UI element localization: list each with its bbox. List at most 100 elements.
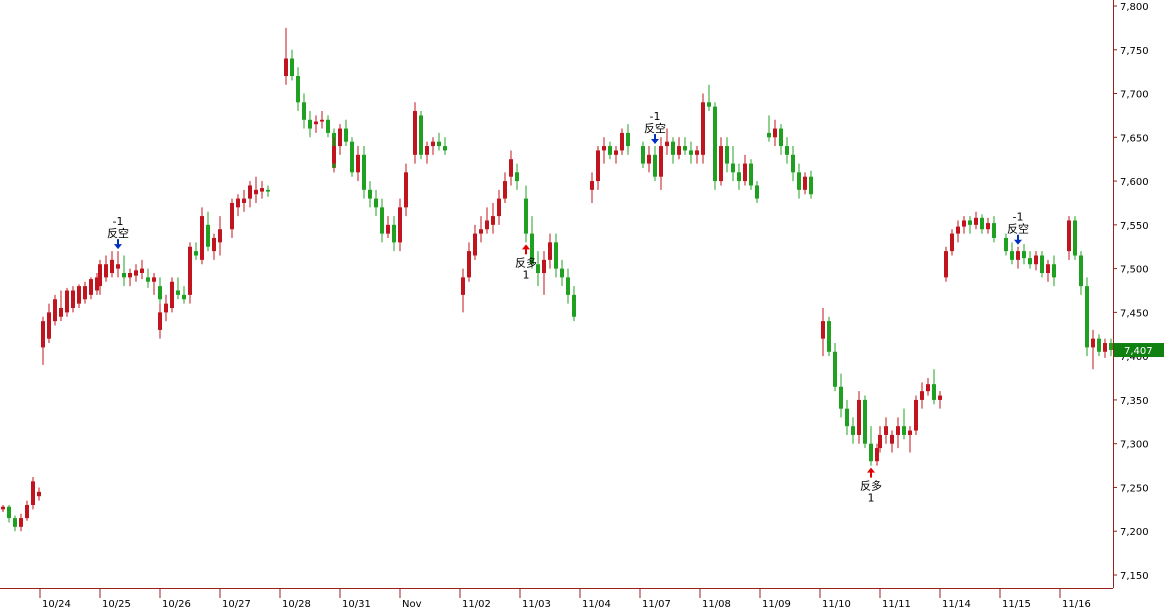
candle xyxy=(743,154,747,186)
candle xyxy=(920,382,924,409)
candle xyxy=(431,137,435,155)
candle-body xyxy=(152,277,156,282)
candle-body xyxy=(659,146,663,177)
candle-body xyxy=(314,121,318,125)
candle-body xyxy=(974,217,978,225)
candle-body xyxy=(386,224,390,234)
x-tick-label: 11/03 xyxy=(522,599,551,610)
candle-body xyxy=(590,181,594,190)
candle-body xyxy=(242,198,246,203)
candle xyxy=(968,216,972,234)
candle-body xyxy=(296,76,300,103)
candle xyxy=(1040,251,1044,278)
last-price-label: 7,407 xyxy=(1124,346,1153,357)
candle-body xyxy=(560,268,564,278)
candle-body xyxy=(1109,343,1113,351)
y-tick-label: 7,800 xyxy=(1120,2,1149,13)
candle-body xyxy=(19,518,23,527)
candle-body xyxy=(212,237,216,252)
candle-body xyxy=(443,146,447,151)
candle xyxy=(737,163,741,190)
candle xyxy=(242,189,246,212)
candle-body xyxy=(431,141,435,147)
candle xyxy=(653,146,657,182)
candle-body xyxy=(515,172,519,182)
candle-body xyxy=(785,146,789,155)
candle xyxy=(665,128,669,155)
candle xyxy=(1052,255,1056,287)
candle xyxy=(473,224,477,260)
candle-body xyxy=(863,399,867,444)
candle xyxy=(1067,216,1071,260)
y-tick-label: 7,300 xyxy=(1120,440,1149,451)
candle-body xyxy=(1067,220,1071,252)
candle xyxy=(884,417,888,444)
candle-body xyxy=(743,163,747,182)
candle-body xyxy=(554,242,558,269)
candle-body xyxy=(419,115,423,155)
candle xyxy=(785,137,789,164)
candle xyxy=(956,220,960,243)
candle xyxy=(83,281,87,304)
candle-body xyxy=(626,132,630,147)
candle xyxy=(620,128,624,155)
candle-body xyxy=(944,251,948,278)
x-tick-label: 11/08 xyxy=(702,599,731,610)
candle-body xyxy=(701,102,705,155)
candle-body xyxy=(878,434,882,449)
candle-body xyxy=(89,279,93,295)
signal-label: 反空 xyxy=(1007,222,1029,236)
candle xyxy=(1,504,5,512)
long-arrow-head xyxy=(522,244,530,250)
candle xyxy=(845,399,849,435)
candle xyxy=(170,277,174,313)
long-signal: 反多1 xyxy=(515,244,537,281)
candle-body xyxy=(1016,251,1020,260)
candle xyxy=(368,181,372,208)
candle xyxy=(590,172,594,203)
candle xyxy=(182,286,186,304)
x-tick-label: 11/07 xyxy=(642,599,671,610)
candle-body xyxy=(25,504,29,519)
candle xyxy=(1103,338,1107,358)
candle-body xyxy=(182,294,186,300)
candle-body xyxy=(71,290,75,309)
candle-body xyxy=(1,506,5,510)
short-signal: 反空-1 xyxy=(1007,211,1029,245)
candle xyxy=(908,426,912,453)
candle xyxy=(566,268,570,304)
candle-body xyxy=(620,132,624,151)
candle xyxy=(116,251,120,278)
candle-body xyxy=(1040,255,1044,273)
candle-body xyxy=(206,224,210,247)
candle-body xyxy=(176,290,180,295)
candle-body xyxy=(1073,220,1077,256)
candle xyxy=(326,115,330,138)
candle-body xyxy=(602,146,606,151)
candle-body xyxy=(641,146,645,164)
candle-body xyxy=(122,272,126,278)
candle xyxy=(479,216,483,243)
candle-body xyxy=(260,188,264,192)
candle xyxy=(230,198,234,238)
candle xyxy=(122,255,126,287)
candle-body xyxy=(308,119,312,129)
candle-body xyxy=(77,286,81,304)
candle xyxy=(41,316,45,365)
candle-body xyxy=(731,163,735,173)
candle xyxy=(110,251,114,278)
candle xyxy=(65,287,69,317)
candle-body xyxy=(572,294,576,317)
candle-body xyxy=(170,281,174,309)
candle xyxy=(146,268,150,288)
candle-body xyxy=(338,128,342,147)
candle xyxy=(902,408,906,440)
candle-body xyxy=(719,146,723,182)
candle xyxy=(344,119,348,147)
x-axis: 10/24 10/25 10/26 10/27 10/28 10/31 Nov 11/02 11… xyxy=(39,588,1091,610)
candle xyxy=(608,141,612,160)
candle-body xyxy=(1010,251,1014,260)
long-signal: 反多1 xyxy=(860,467,882,505)
candle-body xyxy=(653,154,657,177)
